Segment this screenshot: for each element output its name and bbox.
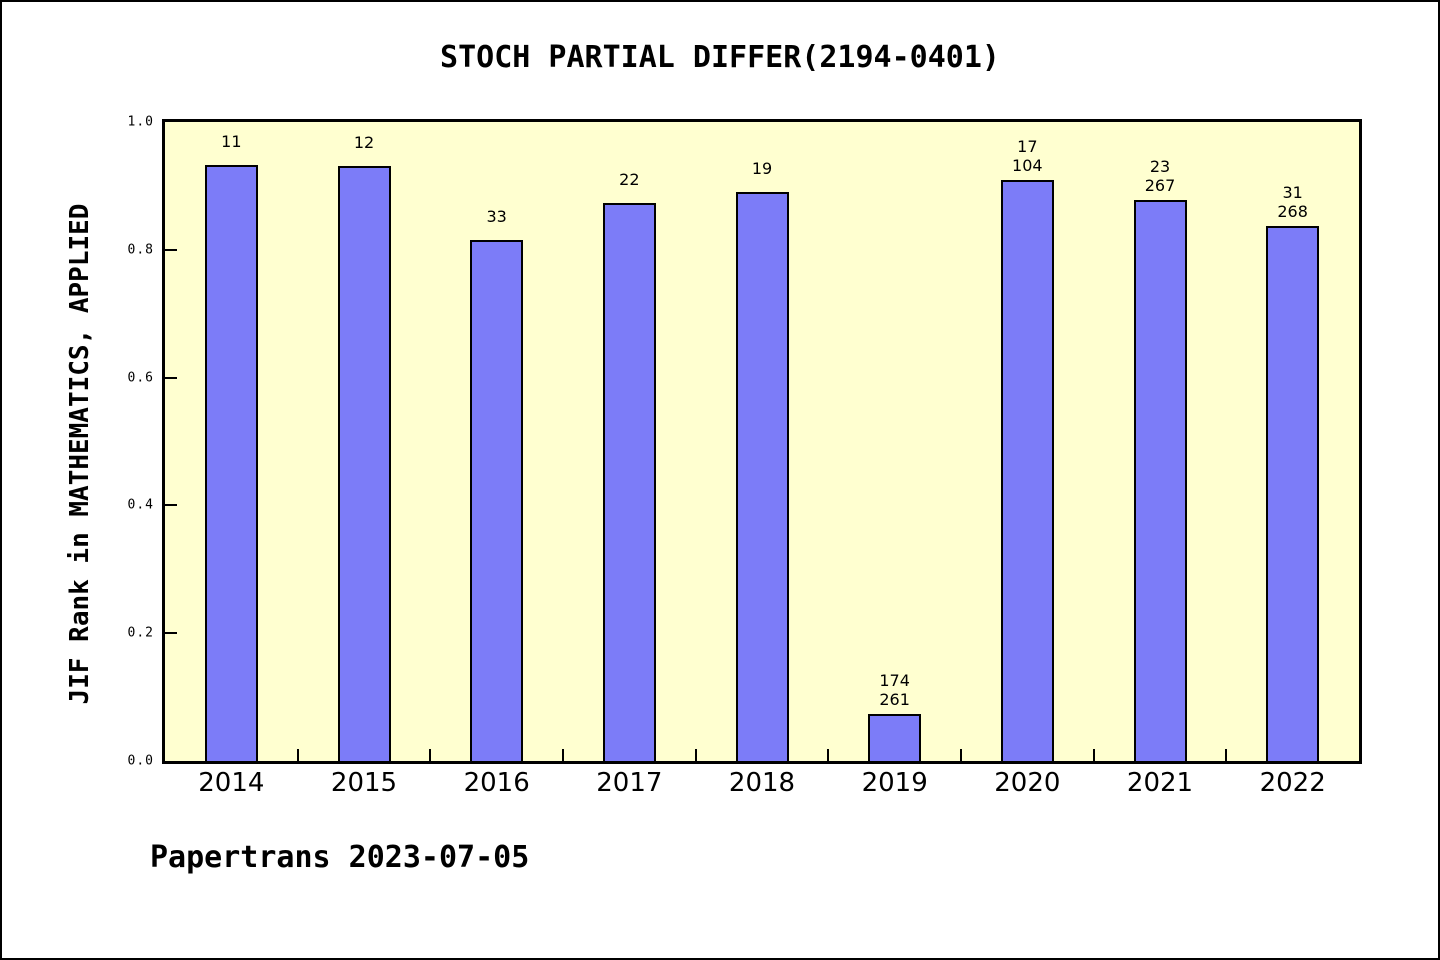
y-tick-mark	[165, 504, 177, 506]
bar-value-line: 31	[1282, 183, 1303, 202]
x-tick-mark	[562, 749, 564, 761]
x-tick-mark	[694, 749, 697, 761]
x-tick-mark	[429, 749, 432, 761]
bar-value-line: 17	[1017, 137, 1038, 156]
bar-value-line: 11	[221, 132, 242, 151]
bar-2021	[1133, 200, 1187, 761]
x-tick-label-2022: 2022	[1259, 768, 1326, 798]
bar-2016	[470, 240, 524, 761]
y-tick-label: 1.0	[127, 114, 154, 130]
bar-value-label: 23 267	[1100, 157, 1220, 195]
bar-2018	[735, 192, 789, 761]
bar-value-line: 33	[486, 207, 507, 226]
bar-value-line: 104	[1012, 156, 1043, 175]
bar-value-line: 267	[1144, 176, 1176, 195]
bar-value-label: 17 104	[967, 137, 1087, 175]
x-tick-label-2016: 2016	[463, 768, 530, 798]
bar-value-label: 12	[304, 133, 424, 152]
bar-2022	[1266, 226, 1320, 761]
bar-2020	[1000, 180, 1054, 761]
x-tick-label-2017: 2017	[596, 768, 663, 798]
bar-value-label: 174 261	[835, 671, 955, 709]
bar-value-line: 174	[879, 671, 910, 690]
x-tick-label-2014: 2014	[198, 768, 265, 798]
bar-value-line: 12	[353, 133, 375, 152]
bar-2017	[602, 203, 656, 761]
bar-value-label: 33	[437, 207, 557, 226]
bar-value-label: 11	[171, 132, 291, 151]
footer-text: Papertrans 2023-07-05	[150, 840, 530, 875]
plot-area: 11 12 33 22 19 174 261 17 104 23 267 31 268	[162, 119, 1362, 764]
x-tick-mark	[827, 749, 830, 761]
bar-value-line: 19	[751, 159, 773, 178]
bar-value-line: 22	[619, 170, 640, 189]
bar-2015	[337, 166, 391, 761]
x-tick-label-2015: 2015	[330, 768, 398, 798]
bar-value-label: 22	[569, 170, 689, 189]
bar-value-line: 261	[879, 690, 910, 709]
y-tick-label: 0.2	[127, 625, 154, 641]
bar-value-line: 268	[1277, 202, 1308, 221]
y-axis-label: JIF Rank in MATHEMATICS, APPLIED	[65, 203, 95, 705]
y-tick-mark	[165, 249, 177, 251]
x-tick-label-2018: 2018	[728, 768, 796, 798]
bar-2014	[204, 165, 258, 761]
bar-value-label: 31 268	[1233, 183, 1353, 221]
x-tick-mark	[960, 749, 962, 761]
y-tick-label: 0.8	[127, 242, 154, 258]
y-tick-mark	[165, 632, 177, 634]
x-tick-label-2020: 2020	[994, 768, 1061, 798]
y-tick-mark	[165, 377, 177, 379]
y-tick-label: 0.4	[127, 497, 154, 513]
chart-title: STOCH PARTIAL DIFFER(2194-0401)	[440, 40, 1000, 75]
bar-value-label: 19	[702, 159, 822, 178]
x-tick-mark	[1225, 749, 1228, 761]
y-tick-label: 0.6	[127, 370, 154, 386]
x-tick-label-2021: 2021	[1126, 768, 1194, 798]
y-tick-label: 0.0	[127, 753, 154, 769]
bar-value-line: 23	[1149, 157, 1171, 176]
x-tick-label-2019: 2019	[861, 768, 928, 798]
x-tick-mark	[296, 749, 299, 761]
x-tick-mark	[1092, 749, 1095, 761]
bar-2019	[868, 714, 922, 761]
